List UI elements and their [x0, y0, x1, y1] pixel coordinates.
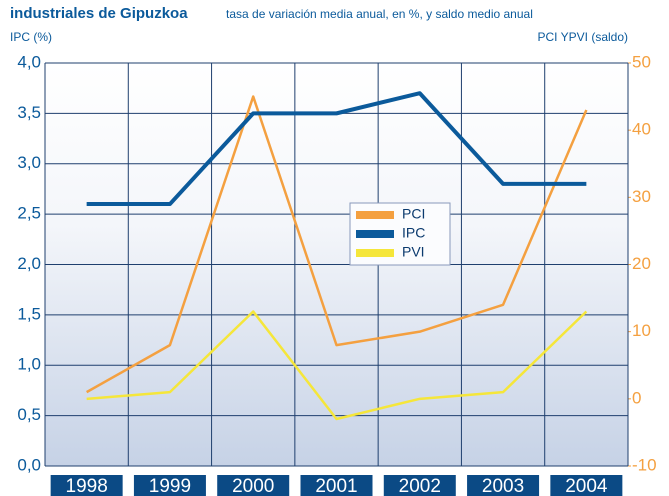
- x-tick-box: [50, 475, 123, 496]
- y2-axis-label: PCI YPVI (saldo): [538, 30, 628, 44]
- x-tick-label: 2003: [482, 476, 524, 496]
- y-tick-label: 4,0: [17, 52, 41, 71]
- y-tick-label: 1,5: [17, 304, 41, 323]
- x-tick-box: [133, 475, 206, 496]
- y2-tick-label: 40: [632, 120, 651, 139]
- legend-label: PCI: [402, 206, 425, 222]
- y2-tick-label: 20: [632, 254, 651, 273]
- y2-tick-label: 30: [632, 187, 651, 206]
- x-tick-label: 1998: [66, 476, 108, 496]
- x-tick-box: [467, 475, 540, 496]
- legend-swatch: [356, 230, 394, 238]
- chart-title: industriales de Gipuzkoa: [10, 5, 188, 22]
- x-tick-label: 2002: [399, 476, 441, 496]
- legend-label: IPC: [402, 225, 425, 241]
- y-tick-label: 3,5: [17, 103, 41, 122]
- x-tick-label: 2000: [232, 476, 274, 496]
- x-tick-box: [550, 475, 623, 496]
- x-tick-label: 2004: [565, 476, 608, 496]
- y-tick-label: 2,0: [17, 254, 41, 273]
- y-axis-label: IPC (%): [10, 30, 52, 44]
- series-line: [86, 95, 588, 394]
- x-tick-label: 2001: [315, 476, 357, 496]
- y2-tick-label: 0: [632, 388, 641, 407]
- y-tick-label: 1,0: [17, 355, 41, 374]
- legend-label: PVI: [402, 244, 425, 260]
- series-line: [86, 91, 587, 207]
- legend-swatch: [356, 211, 394, 219]
- x-tick-label: 1999: [149, 476, 191, 496]
- y-tick-label: 3,0: [17, 153, 41, 172]
- y2-tick-label: 10: [632, 321, 651, 340]
- y2-tick-label: 50: [632, 52, 651, 71]
- y-tick-label: 0,0: [17, 455, 41, 474]
- y-tick-label: 0,5: [17, 405, 41, 424]
- x-tick-box: [383, 475, 456, 496]
- chart-subtitle: tasa de variación media anual, en %, y s…: [226, 7, 533, 21]
- y-tick-label: 2,5: [17, 204, 41, 223]
- x-tick-box: [300, 475, 373, 496]
- series-line: [86, 310, 588, 421]
- legend-swatch: [356, 249, 394, 257]
- y2-tick-label: -10: [632, 455, 657, 474]
- x-tick-box: [217, 475, 290, 496]
